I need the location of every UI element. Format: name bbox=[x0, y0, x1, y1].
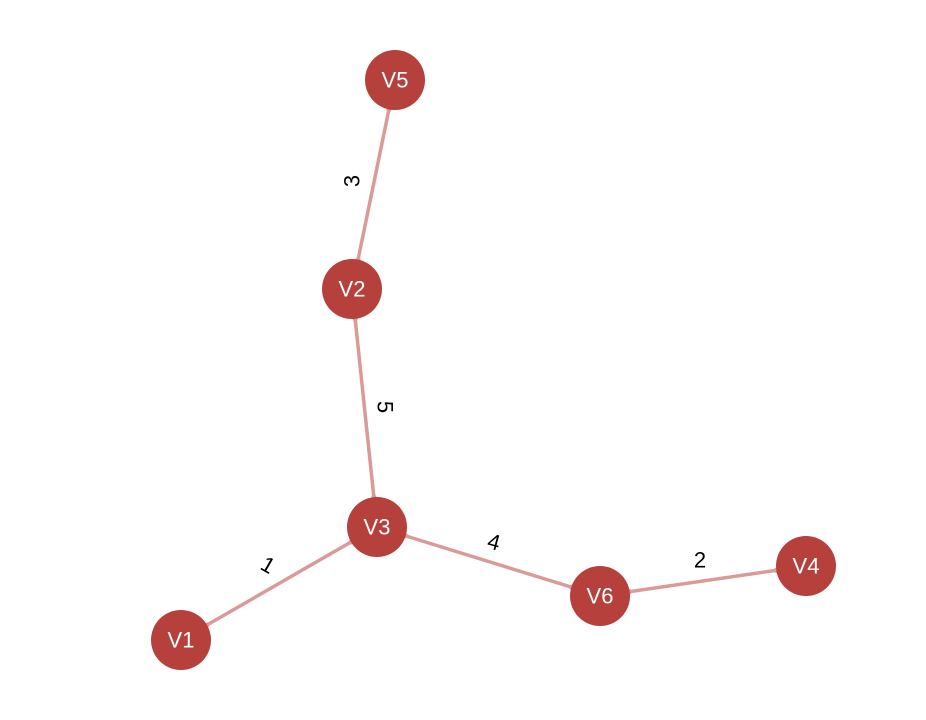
node-circle[interactable] bbox=[365, 50, 425, 110]
edge-v2-v5 bbox=[356, 107, 391, 262]
nodes-layer: V5 V2 V3 V1 V6 V4 bbox=[151, 50, 836, 670]
edge-weight-label: 2 bbox=[694, 548, 706, 573]
node-v2[interactable]: V2 bbox=[322, 259, 382, 319]
node-v6[interactable]: V6 bbox=[570, 566, 630, 626]
edge-v1-v3 bbox=[205, 540, 353, 627]
node-v1[interactable]: V1 bbox=[151, 610, 211, 670]
edge-v6-v4 bbox=[627, 568, 779, 594]
node-circle[interactable] bbox=[151, 610, 211, 670]
node-label: V6 bbox=[587, 584, 614, 609]
edge-weight-label: 3 bbox=[340, 175, 365, 187]
edge-v3-v2 bbox=[353, 317, 376, 499]
edges-layer bbox=[204, 106, 779, 628]
node-label: V3 bbox=[364, 515, 391, 540]
edge-labels-layer: 3 5 1 4 2 bbox=[256, 175, 706, 579]
node-label: V4 bbox=[793, 554, 820, 579]
edge-weight-label: 5 bbox=[373, 401, 398, 413]
node-label: V1 bbox=[168, 628, 195, 653]
node-v4[interactable]: V4 bbox=[776, 536, 836, 596]
node-circle[interactable] bbox=[322, 259, 382, 319]
edge-v3-v6 bbox=[403, 534, 574, 589]
node-label: V5 bbox=[382, 68, 409, 93]
node-circle[interactable] bbox=[570, 566, 630, 626]
edge-weight-label: 1 bbox=[256, 551, 279, 579]
node-v5[interactable]: V5 bbox=[365, 50, 425, 110]
node-circle[interactable] bbox=[776, 536, 836, 596]
node-circle[interactable] bbox=[347, 497, 407, 557]
edge-weight-label: 4 bbox=[485, 528, 503, 555]
node-v3[interactable]: V3 bbox=[347, 497, 407, 557]
node-label: V2 bbox=[339, 277, 366, 302]
